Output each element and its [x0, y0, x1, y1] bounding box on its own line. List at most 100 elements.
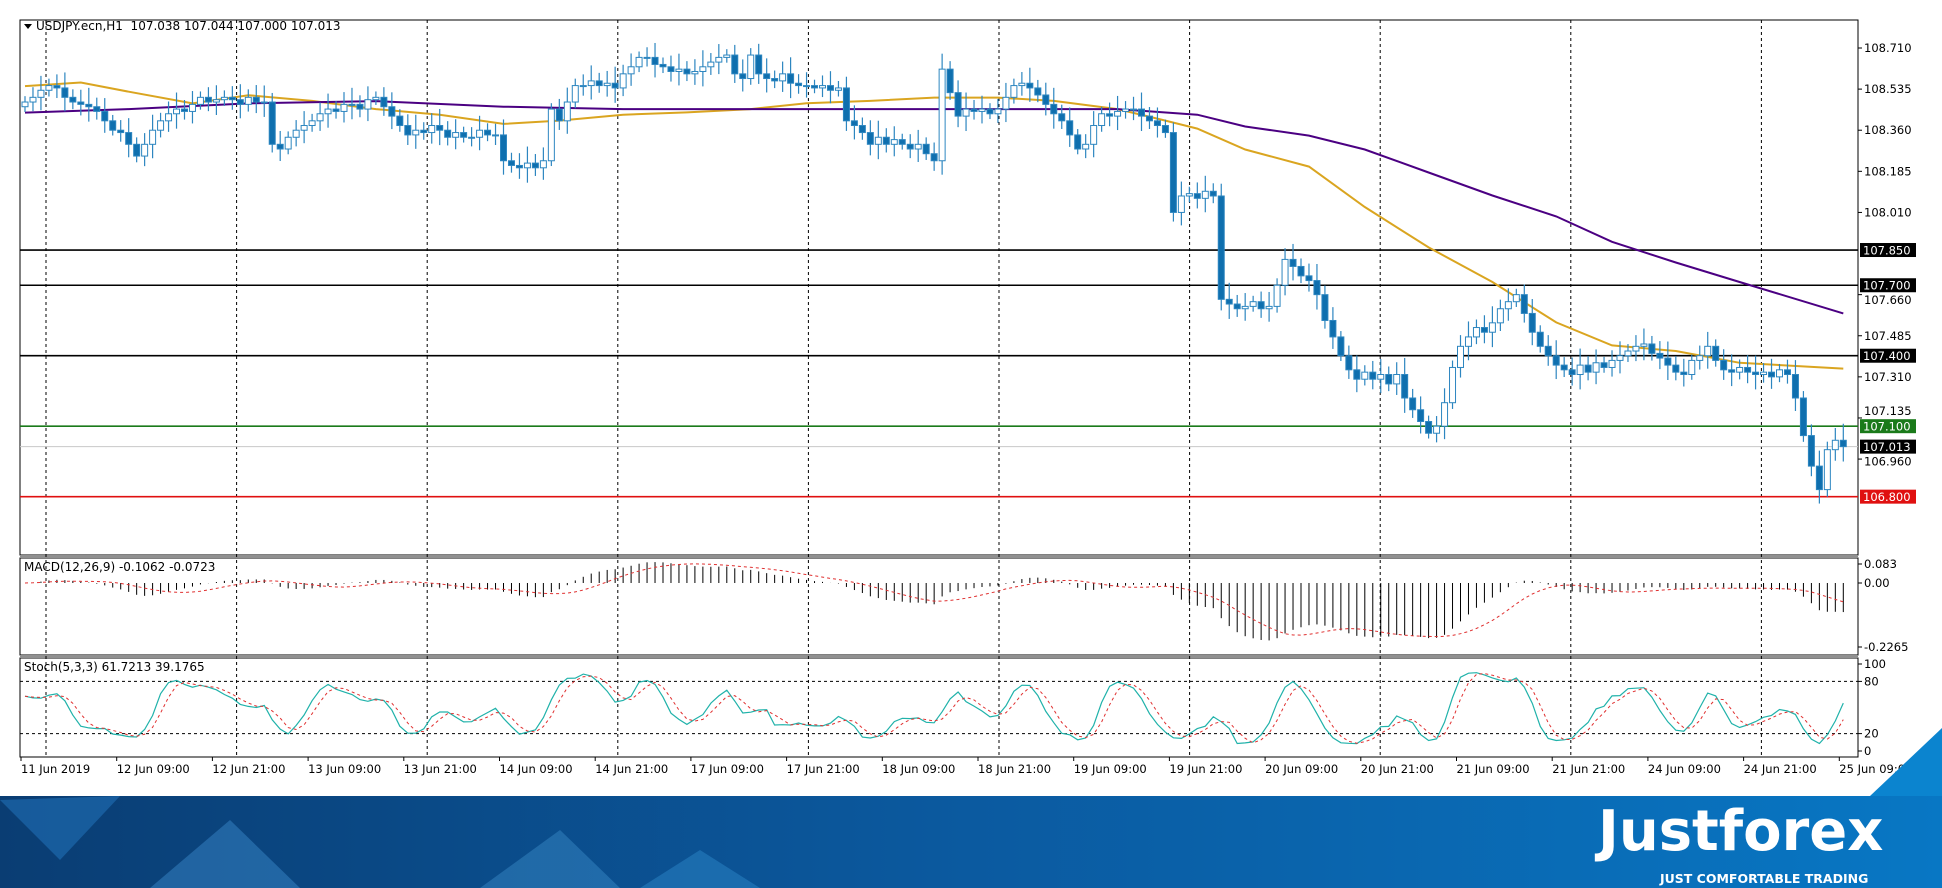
candle-body: [412, 129, 420, 136]
candle: [412, 114, 420, 149]
candle-body: [1329, 319, 1337, 338]
candle-body: [651, 56, 659, 65]
candle-body: [220, 96, 228, 101]
macd-panel: [24, 562, 1844, 641]
candle-body: [1161, 125, 1169, 134]
candle: [292, 120, 300, 147]
candle-body: [300, 125, 308, 131]
candle: [388, 92, 396, 130]
candle: [739, 59, 747, 92]
candle: [452, 119, 460, 150]
candle-body: [188, 103, 196, 112]
candle: [1098, 106, 1106, 132]
candle: [1783, 359, 1791, 384]
candle: [173, 92, 181, 129]
candle-body: [723, 54, 731, 58]
candle: [1441, 388, 1449, 440]
candle: [133, 137, 141, 163]
candle-body: [515, 164, 523, 169]
candle: [1632, 335, 1640, 362]
time-tick-label: 21 Jun 21:00: [1552, 762, 1625, 776]
candle: [1169, 122, 1177, 222]
candle: [866, 120, 874, 156]
candle-body: [53, 85, 61, 89]
banner-shape: [640, 850, 760, 888]
price-tick-label: 108.010: [1864, 205, 1912, 219]
macd-tick-label: 0.083: [1864, 557, 1897, 571]
candle: [1369, 360, 1377, 390]
candle-body: [228, 96, 236, 101]
candle: [324, 93, 332, 128]
candle-body: [292, 129, 300, 138]
candle: [731, 44, 739, 83]
candle: [651, 42, 659, 78]
candle: [1114, 95, 1122, 131]
candle-body: [603, 82, 611, 87]
candle: [707, 53, 715, 75]
candle-body: [795, 82, 803, 87]
candle-body: [946, 68, 954, 94]
candle: [675, 53, 683, 86]
candle-body: [109, 120, 117, 131]
candle-body: [962, 108, 970, 117]
candle: [1201, 175, 1209, 213]
candle: [1799, 391, 1807, 442]
candle: [109, 114, 117, 136]
candle-body: [1776, 369, 1783, 378]
candle-body: [1736, 366, 1744, 373]
candle: [595, 72, 603, 93]
stoch-tick-label: 100: [1864, 657, 1886, 671]
candle: [962, 92, 970, 132]
candle: [380, 87, 388, 116]
candle: [1393, 362, 1401, 395]
candle-body: [842, 87, 850, 122]
candle: [1528, 299, 1536, 346]
candle-body: [667, 66, 675, 72]
candle-body: [1337, 336, 1345, 357]
time-tick-label: 20 Jun 21:00: [1361, 762, 1434, 776]
candle-body: [420, 129, 428, 134]
candle-body: [1114, 110, 1122, 117]
candle-body: [715, 56, 723, 63]
candle-body: [1050, 103, 1058, 115]
candle: [1752, 355, 1760, 390]
candle-body: [1799, 397, 1807, 437]
time-tick-label: 12 Jun 09:00: [117, 762, 190, 776]
candle: [212, 85, 220, 115]
time-tick-label: 20 Jun 09:00: [1265, 762, 1338, 776]
candle-body: [1369, 371, 1377, 380]
candle: [1002, 82, 1010, 123]
candle-body: [1018, 82, 1026, 87]
candle: [1401, 357, 1409, 413]
candle: [1066, 107, 1074, 147]
candle: [1584, 356, 1592, 381]
candle: [1042, 82, 1050, 116]
candle-body: [324, 108, 332, 115]
candle-body: [460, 132, 468, 138]
panel-frame: [19, 657, 1859, 758]
candle-body: [1289, 258, 1297, 267]
candle-body: [1576, 364, 1584, 376]
ma-slow-line: [24, 100, 1844, 315]
collapse-triangle-icon[interactable]: [24, 24, 32, 29]
candle-body: [356, 103, 364, 110]
candle-body: [45, 85, 53, 91]
candle: [611, 66, 619, 103]
candle-body: [1839, 439, 1847, 448]
candle: [244, 89, 252, 112]
candle-body: [1496, 308, 1504, 324]
time-tick-label: 14 Jun 09:00: [500, 762, 573, 776]
candle-body: [938, 68, 946, 162]
time-tick-label: 21 Jun 09:00: [1457, 762, 1530, 776]
panel-frame: [19, 557, 1859, 656]
candle: [787, 57, 795, 99]
candle-body: [595, 80, 603, 87]
brand-tagline: JUST COMFORTABLE TRADING: [1659, 871, 1868, 886]
candle-body: [77, 101, 85, 105]
candle: [1145, 107, 1153, 129]
candle-body: [204, 96, 212, 103]
candle: [978, 95, 986, 124]
candle: [603, 70, 611, 97]
price-level-label: 107.850: [1863, 244, 1911, 258]
